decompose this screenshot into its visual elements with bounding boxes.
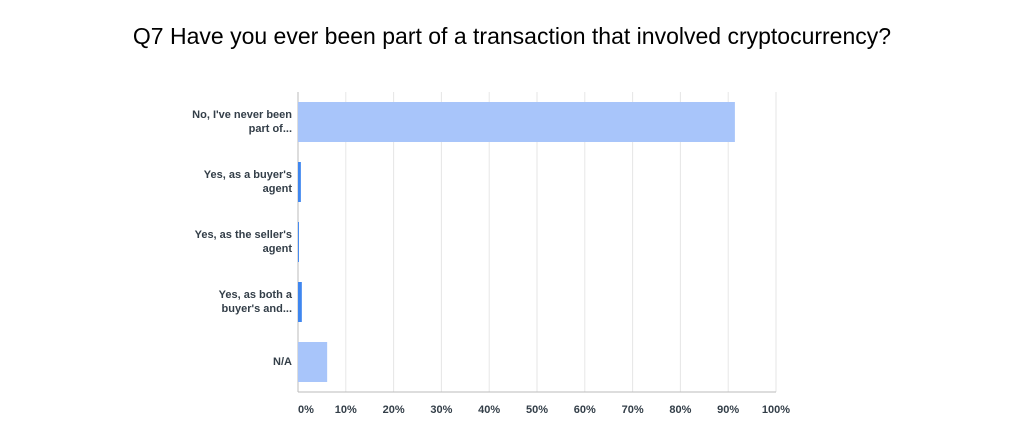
x-tick-label: 70% [622,404,644,416]
y-tick-label: No, I've never been part of... [192,109,292,135]
x-tick-label: 60% [574,404,596,416]
bar [298,282,302,322]
bar [298,222,299,262]
x-tick-label: 90% [717,404,739,416]
x-tick-label: 40% [478,404,500,416]
bar [298,102,735,142]
y-tick-label: N/A [273,356,292,368]
y-tick-label: Yes, as a buyer's agent [203,169,292,195]
x-tick-label: 100% [762,404,790,416]
x-tick-label: 20% [383,404,405,416]
x-tick-label: 50% [526,404,548,416]
bar [298,342,328,382]
chart-title: Q7 Have you ever been part of a transact… [133,23,891,49]
x-tick-label: 10% [335,404,357,416]
x-tick-label: 30% [430,404,452,416]
y-tick-label: Yes, as both a buyer's and... [218,289,292,315]
y-tick-label: Yes, as the seller's agent [194,229,292,255]
x-tick-label: 0% [298,404,314,416]
bar [298,162,301,202]
x-tick-label: 80% [669,404,691,416]
